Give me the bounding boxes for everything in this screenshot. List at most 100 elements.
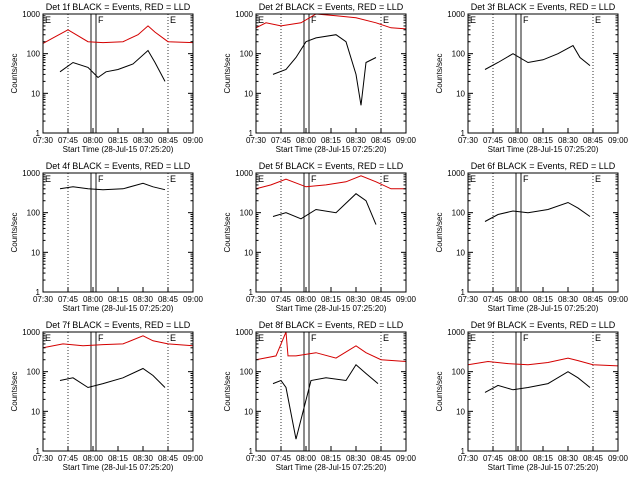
x-tick-label: 08:15 [321, 136, 342, 145]
x-tick-label: 09:00 [396, 136, 417, 145]
flag-label: E [258, 333, 264, 343]
plot-frame [42, 172, 194, 293]
y-tick-label: 1 [249, 129, 254, 138]
flag-label: E [258, 15, 264, 25]
y-tick-label: 1 [461, 129, 466, 138]
y-tick-label: 1000 [235, 328, 253, 337]
lld-series-line [43, 335, 193, 349]
x-tick-label: 08:30 [133, 454, 154, 463]
flag-label: E [45, 15, 51, 25]
x-tick-label: 09:00 [608, 454, 629, 463]
x-tick-label: 08:30 [346, 136, 367, 145]
lld-series-line [256, 175, 406, 190]
x-tick-label: 07:30 [33, 136, 54, 145]
x-tick-label: 08:00 [83, 136, 104, 145]
y-tick-label: 1 [36, 447, 41, 456]
flag-label: F [98, 333, 104, 343]
x-tick-label: 08:00 [83, 295, 104, 304]
y-tick-label: 10 [244, 89, 253, 98]
y-tick-label: 100 [240, 368, 254, 377]
x-axis-label: Start Time (28-Jul-15 07:25:20) [63, 145, 174, 154]
x-tick-label: 07:30 [246, 136, 267, 145]
x-tick-label: 07:45 [271, 136, 292, 145]
chart-title: Det 9f BLACK = Events, RED = LLD [471, 320, 616, 330]
x-tick-label: 08:45 [583, 295, 604, 304]
x-tick-label: 08:15 [108, 136, 129, 145]
chart-title: Det 7f BLACK = Events, RED = LLD [46, 320, 191, 330]
x-tick-label: 07:30 [458, 136, 479, 145]
y-tick-label: 100 [240, 209, 254, 218]
flag-label: E [170, 333, 176, 343]
x-tick-label: 08:30 [133, 295, 154, 304]
y-axis-label: Counts/sec [223, 371, 232, 411]
y-axis-label: Counts/sec [435, 212, 444, 252]
y-tick-label: 1 [249, 447, 254, 456]
flag-label: F [311, 15, 317, 25]
flag-label: E [383, 333, 389, 343]
x-tick-label: 08:00 [296, 136, 317, 145]
flag-label: E [470, 333, 476, 343]
events-series-line [59, 49, 166, 82]
chart-title: Det 3f BLACK = Events, RED = LLD [471, 2, 616, 12]
x-axis-label: Start Time (28-Jul-15 07:25:20) [488, 463, 599, 472]
x-tick-label: 08:45 [158, 295, 179, 304]
x-tick-label: 08:30 [558, 454, 579, 463]
y-tick-label: 1000 [447, 328, 465, 337]
y-axis-label: Counts/sec [10, 371, 19, 411]
x-tick-label: 08:30 [558, 136, 579, 145]
x-tick-label: 08:15 [108, 454, 129, 463]
y-axis-label: Counts/sec [10, 53, 19, 93]
lld-series-line [256, 14, 406, 30]
x-tick-label: 09:00 [183, 295, 204, 304]
x-tick-label: 08:30 [346, 454, 367, 463]
y-tick-label: 1 [36, 129, 41, 138]
x-axis-label: Start Time (28-Jul-15 07:25:20) [276, 463, 387, 472]
x-tick-label: 08:30 [558, 295, 579, 304]
flag-label: E [470, 15, 476, 25]
x-tick-label: 08:15 [533, 454, 554, 463]
y-tick-label: 10 [456, 89, 465, 98]
y-tick-label: 100 [240, 50, 254, 59]
events-series-line [59, 367, 166, 389]
x-tick-label: 08:15 [108, 295, 129, 304]
flag-label: F [98, 174, 104, 184]
flag-label: F [311, 174, 317, 184]
flag-label: F [523, 333, 529, 343]
x-tick-label: 09:00 [608, 295, 629, 304]
x-tick-label: 07:30 [246, 295, 267, 304]
flag-label: E [45, 333, 51, 343]
y-tick-label: 1000 [22, 10, 40, 19]
plot-frame [467, 172, 619, 293]
x-tick-label: 07:30 [33, 295, 54, 304]
plot-frame [467, 331, 619, 452]
y-tick-label: 1 [249, 288, 254, 297]
x-tick-label: 07:30 [458, 454, 479, 463]
x-axis-label: Start Time (28-Jul-15 07:25:20) [276, 145, 387, 154]
y-tick-label: 100 [452, 368, 466, 377]
x-tick-label: 07:45 [483, 454, 504, 463]
y-tick-label: 100 [27, 209, 41, 218]
events-series-line [272, 193, 377, 225]
x-tick-label: 07:30 [33, 454, 54, 463]
chart-panel: Det 6f BLACK = Events, RED = LLD E F E 1 10 10… [435, 161, 629, 313]
chart-panel: Det 8f BLACK = Events, RED = LLD E F E 1 10 10… [223, 320, 417, 472]
y-tick-label: 100 [452, 50, 466, 59]
x-tick-label: 08:45 [371, 454, 392, 463]
y-tick-label: 10 [31, 248, 40, 257]
events-series-line [59, 182, 166, 191]
y-tick-label: 10 [456, 248, 465, 257]
chart-panel: Det 2f BLACK = Events, RED = LLD E F E 1 10 10… [223, 2, 417, 154]
lld-series-line [43, 25, 193, 44]
chart-title: Det 1f BLACK = Events, RED = LLD [46, 2, 191, 12]
x-tick-label: 07:45 [271, 295, 292, 304]
y-tick-label: 1000 [235, 169, 253, 178]
y-tick-label: 10 [244, 248, 253, 257]
y-axis-label: Counts/sec [435, 53, 444, 93]
plot-frame [255, 13, 407, 134]
x-tick-label: 08:45 [371, 295, 392, 304]
x-tick-label: 07:45 [483, 136, 504, 145]
flag-label: E [45, 174, 51, 184]
x-axis-label: Start Time (28-Jul-15 07:25:20) [488, 304, 599, 313]
y-tick-label: 100 [27, 368, 41, 377]
